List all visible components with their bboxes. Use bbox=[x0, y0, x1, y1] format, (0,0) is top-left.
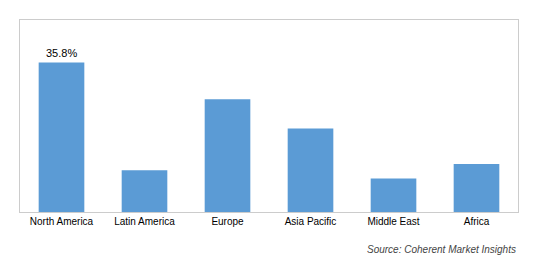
svg-text:Middle East: Middle East bbox=[367, 216, 419, 227]
svg-text:Africa: Africa bbox=[464, 216, 490, 227]
svg-text:Asia Pacific: Asia Pacific bbox=[285, 216, 337, 227]
svg-text:North America: North America bbox=[30, 216, 94, 227]
svg-text:Latin America: Latin America bbox=[114, 216, 175, 227]
svg-text:Source: Coherent Market Insigh: Source: Coherent Market Insights bbox=[367, 244, 516, 255]
svg-text:Europe: Europe bbox=[211, 216, 244, 227]
svg-text:35.8%: 35.8% bbox=[46, 47, 77, 59]
